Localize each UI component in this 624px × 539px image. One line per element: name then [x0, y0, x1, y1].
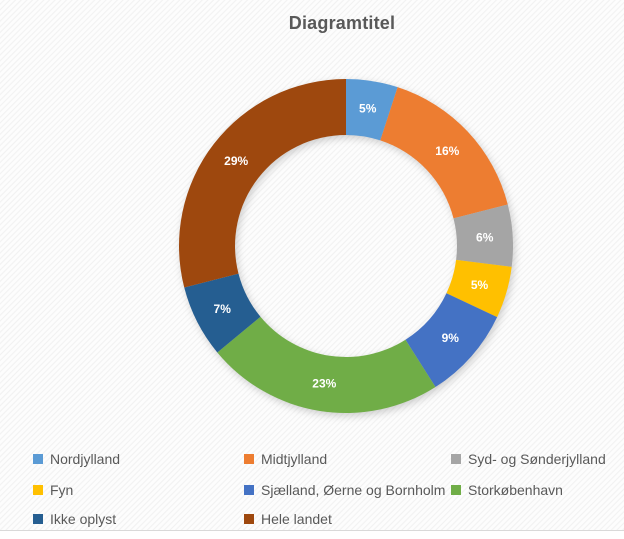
donut-chart: 5% 16% 6% 5% 9% 23% 7% 29%	[179, 78, 513, 413]
legend-item-storkøbenhavn[interactable]: Storkøbenhavn	[451, 482, 563, 498]
slice-label-nordjylland: 5%	[359, 102, 377, 116]
legend-swatch-ikke-oplyst	[33, 514, 43, 524]
slice-label-ikke-oplyst: 7%	[214, 302, 232, 316]
legend-swatch-nordjylland	[33, 454, 43, 464]
donut-slice-fyn[interactable]	[446, 259, 512, 318]
slice-label-midtjylland: 16%	[435, 144, 459, 158]
legend-item-hele-landet[interactable]: Hele landet	[244, 511, 332, 527]
donut-slice-sjælland-øerne-og-bornholm[interactable]	[405, 293, 498, 387]
legend-item-ikke-oplyst[interactable]: Ikke oplyst	[33, 511, 116, 527]
legend-swatch-sjælland-øerne-og-bornholm	[244, 485, 254, 495]
legend-item-fyn[interactable]: Fyn	[33, 482, 73, 498]
legend-label: Hele landet	[261, 511, 332, 527]
chart-title: Diagramtitel	[288, 13, 396, 33]
donut-slices	[179, 78, 513, 413]
slice-label-hele-landet: 29%	[224, 154, 248, 168]
legend-item-sjælland-øerne-og-bornholm[interactable]: Sjælland, Øerne og Bornholm	[244, 482, 445, 498]
donut-slice-hele-landet[interactable]	[179, 79, 346, 288]
legend-swatch-midtjylland	[244, 454, 254, 464]
slice-label-storkøbenhavn: 23%	[312, 376, 336, 390]
legend-label: Ikke oplyst	[50, 511, 117, 527]
legend-item-midtjylland[interactable]: Midtjylland	[244, 451, 327, 467]
donut-slice-midtjylland[interactable]	[380, 87, 508, 219]
legend-swatch-storkøbenhavn	[451, 485, 461, 495]
legend-item-syd-og-sønderjylland[interactable]: Syd- og Sønderjylland	[451, 451, 606, 467]
donut-labels: 5% 16% 6% 5% 9% 23% 7% 29%	[214, 102, 494, 391]
legend-label: Storkøbenhavn	[468, 482, 563, 498]
slice-label-syd-og-sønderjylland: 6%	[476, 230, 494, 244]
legend-swatch-hele-landet	[244, 514, 254, 524]
legend-label: Fyn	[50, 482, 74, 498]
donut-slice-storkøbenhavn[interactable]	[217, 316, 436, 413]
legend-swatch-syd-og-sønderjylland	[451, 454, 461, 464]
legend-label: Syd- og Sønderjylland	[468, 451, 606, 467]
donut-slice-ikke-oplyst[interactable]	[184, 273, 261, 353]
legend-label: Sjælland, Øerne og Bornholm	[261, 482, 446, 498]
donut-slice-syd-og-sønderjylland[interactable]	[453, 204, 513, 267]
legend-label: Nordjylland	[50, 451, 121, 467]
legend-swatch-fyn	[33, 485, 43, 495]
slice-label-sjælland-øerne-og-bornholm: 9%	[442, 331, 460, 345]
legend-item-nordjylland[interactable]: Nordjylland	[33, 451, 120, 467]
slice-label-fyn: 5%	[471, 278, 489, 292]
donut-slice-nordjylland[interactable]	[346, 78, 398, 141]
legend-label: Midtjylland	[261, 451, 328, 467]
